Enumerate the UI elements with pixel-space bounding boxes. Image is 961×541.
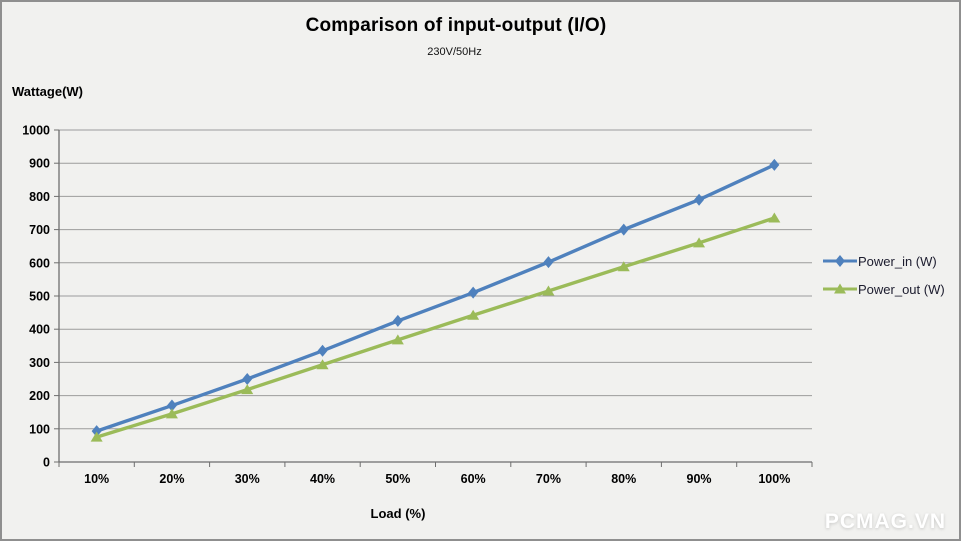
legend-label-power-in: Power_in (W)	[858, 253, 937, 269]
svg-text:100: 100	[29, 422, 50, 436]
svg-text:0: 0	[43, 456, 50, 470]
x-axis-title: Load (%)	[370, 506, 426, 521]
watermark: PCMAG.VN	[824, 510, 946, 533]
y-axis-title: Wattage(W)	[12, 84, 84, 99]
svg-text:700: 700	[29, 223, 50, 237]
svg-text:400: 400	[29, 323, 50, 337]
svg-text:1000: 1000	[22, 124, 50, 138]
power-in-line-marker-icon	[823, 255, 857, 267]
svg-text:10%: 10%	[84, 472, 109, 486]
svg-text:80%: 80%	[611, 472, 636, 486]
legend-item-power-in: Power_in (W)	[823, 247, 945, 275]
legend-label-power-out: Power_out (W)	[858, 281, 945, 297]
svg-text:100%: 100%	[758, 472, 790, 486]
svg-text:500: 500	[29, 290, 50, 304]
svg-text:600: 600	[29, 256, 50, 270]
svg-text:300: 300	[29, 356, 50, 370]
legend-item-power-out: Power_out (W)	[823, 275, 945, 303]
svg-text:20%: 20%	[159, 472, 184, 486]
svg-text:30%: 30%	[235, 472, 260, 486]
svg-text:40%: 40%	[310, 472, 335, 486]
svg-text:900: 900	[29, 157, 50, 171]
chart-title: Comparison of input-output (I/O)	[305, 15, 607, 36]
svg-text:800: 800	[29, 190, 50, 204]
svg-text:90%: 90%	[687, 472, 712, 486]
svg-text:50%: 50%	[385, 472, 410, 486]
svg-text:70%: 70%	[536, 472, 561, 486]
chart-subtitle: 230V/50Hz	[427, 46, 482, 58]
power-out-line-marker-icon	[823, 283, 857, 294]
svg-text:60%: 60%	[461, 472, 486, 486]
svg-text:200: 200	[29, 389, 50, 403]
legend: Power_in (W) Power_out (W)	[823, 247, 945, 303]
